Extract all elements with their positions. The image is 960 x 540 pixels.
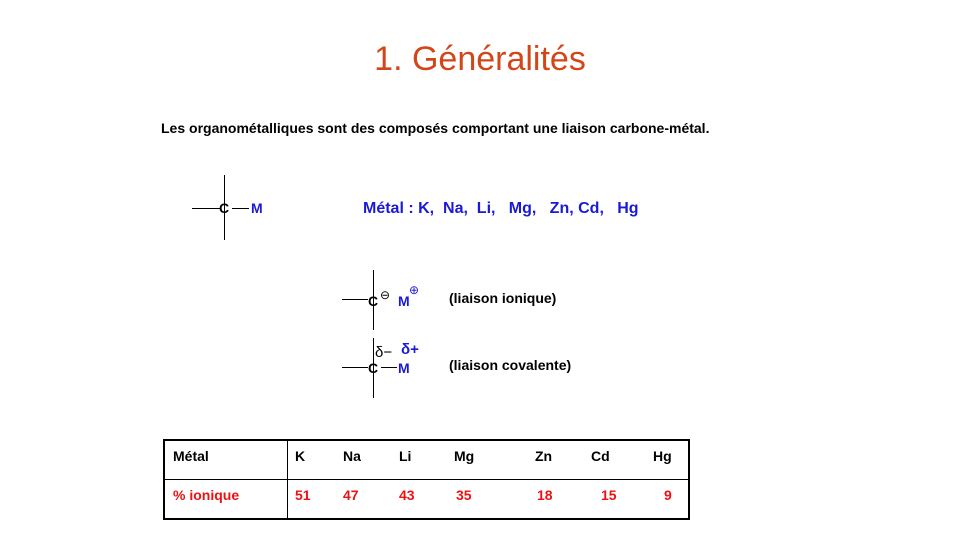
- page-title: 1. Généralités: [374, 40, 586, 78]
- value-hg: 9: [664, 487, 672, 503]
- metal-cd: Cd: [591, 448, 610, 464]
- value-k: 51: [295, 487, 311, 503]
- row-header-ionic: % ionique: [173, 487, 240, 503]
- table-cell: K Na Li Mg Zn Cd Hg: [287, 440, 689, 480]
- carbon-symbol: C: [219, 200, 230, 216]
- metal-li: Li: [399, 448, 412, 464]
- bond-vertical: [224, 175, 225, 240]
- plus-charge: ⊕: [409, 283, 420, 297]
- delta-plus: δ+: [401, 341, 419, 358]
- metals-list: Métal : K, Na, Li, Mg, Zn, Cd, Hg: [363, 200, 639, 217]
- ionic-label: (liaison ionique): [449, 290, 557, 306]
- metal-symbol: M: [398, 293, 410, 309]
- bond-vertical: [373, 338, 374, 398]
- ionic-percentage-table: Métal K Na Li Mg Zn Cd Hg % ionique 51 4…: [163, 439, 690, 520]
- bond-left: [192, 208, 220, 209]
- carbon-symbol: C: [368, 360, 379, 376]
- metal-zn: Zn: [535, 448, 553, 464]
- table-cell: 51 47 43 35 18 15 9: [288, 480, 690, 520]
- metal-k: K: [295, 448, 306, 464]
- bond-left: [342, 367, 368, 368]
- bond-c-m: [381, 367, 397, 368]
- delta-minus: δ−: [375, 344, 393, 361]
- row-header-metal: Métal: [173, 448, 209, 464]
- table-row: Métal K Na Li Mg Zn Cd Hg: [164, 440, 689, 480]
- value-zn: 18: [537, 487, 553, 503]
- table-header-cell: % ionique: [164, 479, 288, 519]
- metal-na: Na: [343, 448, 361, 464]
- metal-mg: Mg: [454, 448, 475, 464]
- carbon-symbol: C: [368, 293, 379, 309]
- covalent-label: (liaison covalente): [449, 357, 572, 373]
- table-header-cell: Métal: [164, 440, 288, 480]
- value-na: 47: [343, 487, 359, 503]
- bond-vertical: [373, 270, 374, 330]
- value-mg: 35: [456, 487, 472, 503]
- metal-symbol: M: [398, 360, 410, 376]
- bond-left: [342, 299, 368, 300]
- intro-text: Les organométalliques sont des composés …: [161, 120, 710, 136]
- metal-hg: Hg: [653, 448, 672, 464]
- table-row: % ionique 51 47 43 35 18 15 9: [164, 479, 690, 520]
- bond-c-m: [232, 208, 249, 209]
- value-li: 43: [399, 487, 415, 503]
- value-cd: 15: [601, 487, 617, 503]
- minus-charge: ⊖: [380, 288, 391, 302]
- metal-symbol: M: [251, 200, 263, 216]
